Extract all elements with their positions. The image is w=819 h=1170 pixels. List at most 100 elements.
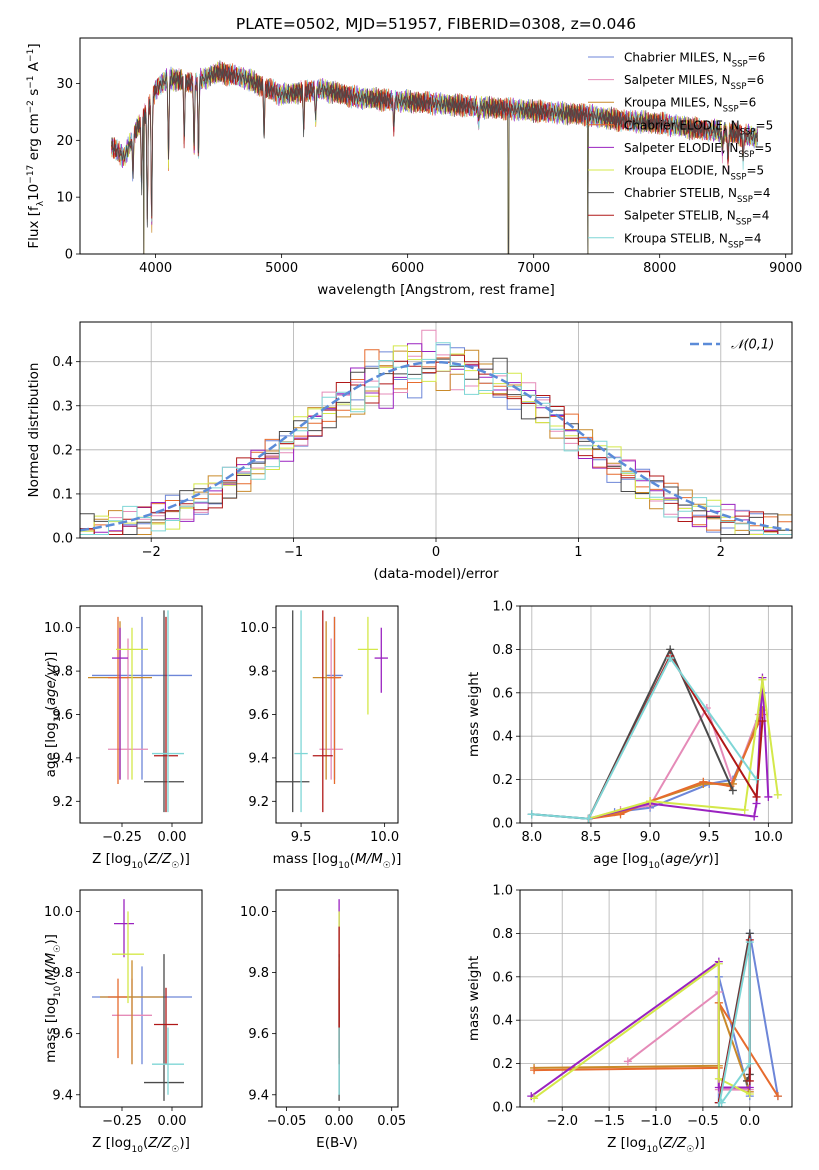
plot-area [111, 60, 759, 254]
y-tick-label: 9.8 [52, 665, 73, 680]
panel-EBV_vs_mass: −0.05 0.00 0.05 9.4 9.6 9.8 10.0 E(B-V) [240, 889, 406, 1151]
y-tick-label: 9.6 [52, 708, 73, 723]
label-part: )] [43, 652, 59, 663]
histogram-series [80, 342, 792, 535]
y-tick-label: 9.4 [248, 1088, 269, 1103]
panel-Z_vs_age: −0.25 0.009.29.49.69.810.0Z [log10(Z/Z☉)]… [43, 605, 203, 871]
label-part: age [log [43, 722, 59, 777]
axes-frame [275, 889, 399, 1108]
legend-model: Chabrier MILES, N [624, 51, 732, 65]
label-part: ( [43, 705, 59, 710]
x-tick-label: 4000 [139, 261, 172, 276]
label-part: ☉ [171, 1145, 179, 1155]
axes-frame [519, 889, 793, 1108]
x-axis-label: age [log10(age/yr)] [593, 851, 719, 871]
label-part: 10 [338, 861, 350, 871]
plots: 4000 5000 6000 7000 8000 90000102030wavelengt… [26, 37, 802, 1155]
series-marker [752, 792, 761, 801]
x-tick-label: 8.5 [581, 830, 602, 845]
y-tick-label: 0.6 [492, 970, 513, 985]
y-tick-label: 9.4 [52, 751, 73, 766]
axes-frame [275, 605, 399, 824]
series-marker [584, 814, 593, 823]
spectrum-series [111, 60, 759, 254]
data-point [100, 960, 164, 1065]
y-tick-label: 0.2 [492, 773, 513, 788]
series [714, 938, 754, 1107]
data-point [108, 978, 128, 1059]
series-marker [666, 654, 675, 663]
label-part: )] [708, 851, 719, 867]
x-tick-label: 7000 [517, 261, 550, 276]
series-line [587, 653, 764, 820]
label-part: mass [log [273, 851, 339, 867]
label-part: erg cm [26, 113, 42, 164]
label-part: 10 [648, 861, 660, 871]
y-axis-label: age [log10(age/yr)] [43, 652, 63, 778]
y-tick-label: 9.6 [248, 708, 269, 723]
label-part: ( [350, 851, 355, 867]
legend-model: Chabrier ELODIE, N [624, 118, 740, 132]
x-tick-label: 9.5 [699, 830, 720, 845]
y-tick-label: 9.8 [248, 966, 269, 981]
y-tick-label: 9.6 [248, 1027, 269, 1042]
label-part: Z/Z [147, 851, 172, 867]
label-part: mass [log [43, 997, 59, 1063]
label-part: −17 [26, 165, 36, 184]
y-axis-label: Flux [fλ10−17 erg cm−2 s−1 A−1] [26, 43, 46, 248]
series-line [531, 656, 758, 820]
label-part: 10 [131, 1145, 143, 1155]
label-part: 10 [646, 1145, 658, 1155]
label-part: )] [391, 851, 402, 867]
label-part: −1 [26, 49, 36, 62]
series-line [588, 705, 760, 820]
axes-frame [79, 889, 203, 1108]
legend-model: Salpeter ELODIE, N [624, 141, 738, 155]
label-part: mass weight [466, 672, 482, 757]
series-marker [699, 777, 708, 786]
legend-label: Chabrier STELIB, NSSP=4 [624, 186, 771, 205]
series-marker [764, 792, 773, 801]
y-axis-label: Normed distribution [26, 363, 42, 498]
data-point [108, 638, 148, 780]
data-point [112, 911, 144, 1004]
x-axis-label: mass [log10(M/M☉)] [273, 851, 402, 871]
series-marker [773, 790, 782, 799]
x-tick-label: 1 [574, 545, 582, 560]
series-line [533, 961, 751, 1100]
label-part: ( [143, 1135, 148, 1151]
legend-count: =4 [753, 186, 771, 200]
data-point [116, 627, 148, 780]
series-line [588, 677, 770, 820]
y-axis-label: mass weight [466, 672, 482, 757]
legend-sub: SSP [737, 195, 753, 205]
series-marker [527, 810, 536, 819]
legend-model: Kroupa ELODIE, N [624, 164, 731, 178]
data-point [276, 610, 310, 813]
data-point [294, 610, 308, 813]
series-marker [530, 1066, 539, 1075]
y-tick-label: 9.6 [52, 1027, 73, 1042]
series-line [717, 941, 751, 1107]
label-part: wavelength [Angstrom, rest frame] [317, 282, 555, 298]
axes-frame [519, 605, 793, 824]
data-point [357, 616, 378, 715]
y-tick-label: 0.6 [492, 686, 513, 701]
x-axis-label: Z [log10(Z/Z☉)] [607, 1135, 705, 1155]
series-marker [728, 786, 737, 795]
label-part: ( [43, 981, 59, 986]
y-tick-label: 1.0 [492, 884, 513, 899]
label-part: E(B-V) [316, 1135, 358, 1151]
series-marker [714, 1074, 723, 1083]
x-axis-label: wavelength [Angstrom, rest frame] [317, 282, 555, 298]
legend-label: Kroupa STELIB, NSSP=4 [624, 231, 762, 250]
legend-sub: SSP [738, 150, 754, 160]
y-tick-label: 10.0 [240, 905, 269, 920]
x-tick-label: 8000 [643, 261, 676, 276]
plot-area [527, 645, 782, 823]
y-tick-label: 0.1 [52, 487, 73, 502]
y-tick-label: 1.0 [492, 600, 513, 615]
legend-sub: SSP [728, 240, 744, 250]
data-point [112, 627, 128, 780]
